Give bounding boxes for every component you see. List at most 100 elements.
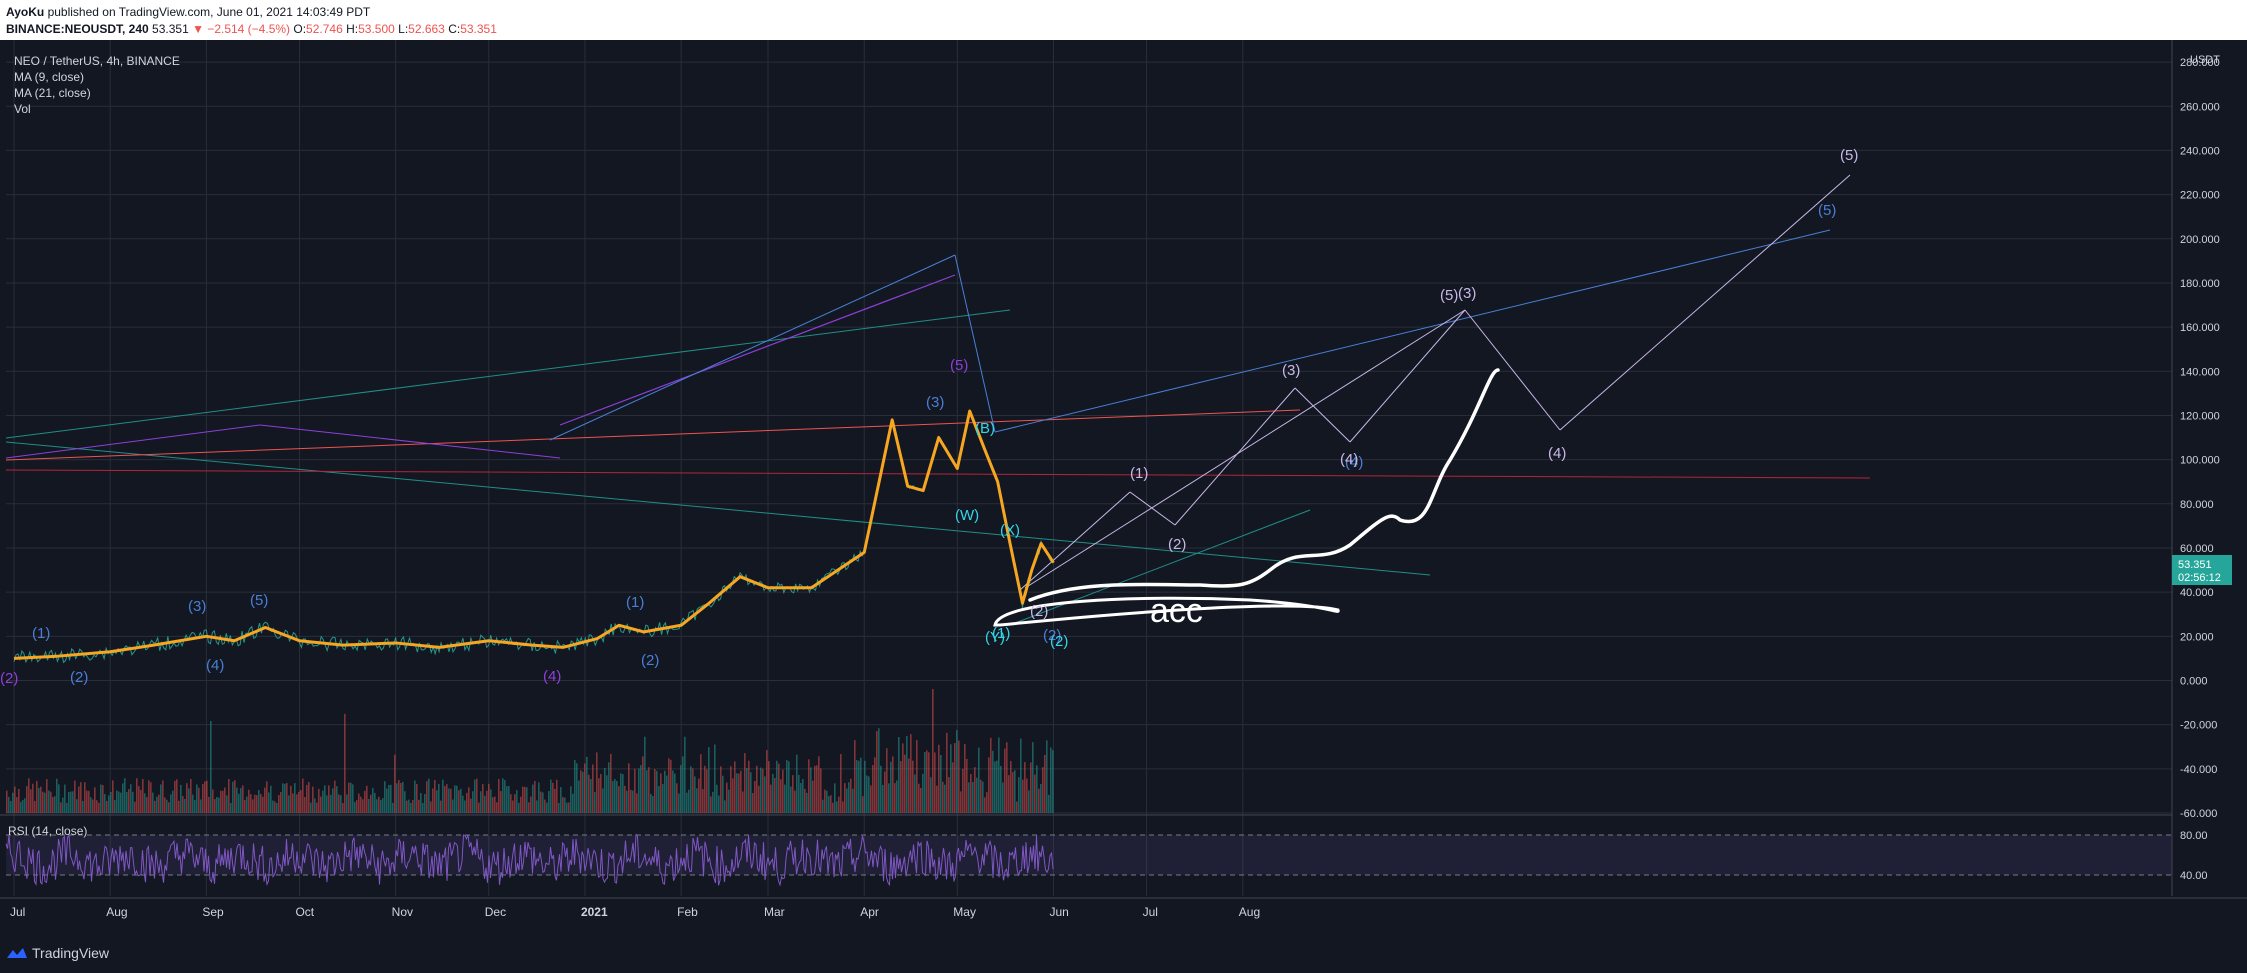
volume-bar [732, 778, 734, 813]
volume-bar [88, 790, 90, 813]
volume-bar [982, 781, 984, 813]
lav-7 [1559, 174, 1851, 431]
volume-bar [614, 778, 616, 813]
volume-bar [470, 798, 472, 813]
volume-bar [768, 761, 770, 813]
volume-bar [208, 796, 210, 813]
volume-bar [620, 773, 622, 813]
volume-bar [624, 785, 626, 813]
volume-bar [548, 791, 550, 813]
volume-bar [762, 768, 764, 813]
volume-bar [572, 793, 574, 813]
legend-vol[interactable]: Vol [14, 102, 31, 116]
volume-bar [554, 788, 556, 813]
volume-bar [134, 801, 136, 813]
volume-bar [30, 789, 32, 813]
volume-bar [866, 775, 868, 813]
volume-bar [448, 788, 450, 813]
volume-bar [402, 781, 404, 813]
volume-bar [226, 795, 228, 813]
volume-bar [108, 795, 110, 813]
volume-bar [736, 773, 738, 813]
tradingview-logo[interactable]: TradingView [6, 945, 109, 961]
volume-bar [364, 790, 366, 813]
volume-bar [492, 797, 494, 813]
volume-bar [964, 743, 966, 813]
price-change: ▼ −2.514 (−4.5%) [192, 22, 291, 36]
volume-bar [684, 736, 686, 813]
volume-bar [860, 757, 862, 813]
volume-bar [990, 737, 992, 813]
volume-bar [316, 802, 318, 813]
volume-bar [980, 779, 982, 813]
y-tick-label: 220.000 [2180, 190, 2220, 202]
volume-bar [810, 767, 812, 813]
volume-bar [530, 796, 532, 813]
volume-bar [778, 763, 780, 813]
volume-bar [656, 770, 658, 813]
annotation-text: acc [1150, 592, 1203, 630]
volume-bar [288, 795, 290, 813]
volume-bar [782, 769, 784, 813]
volume-bar [878, 728, 880, 813]
volume-bar [936, 785, 938, 813]
rsi-title[interactable]: RSI (14, close) [8, 824, 87, 838]
volume-bar [524, 786, 526, 813]
publish-header: AyoKu published on TradingView.com, June… [0, 0, 2247, 40]
volume-bar [958, 740, 960, 813]
volume-bar [138, 786, 140, 813]
tradingview-text: TradingView [32, 945, 110, 961]
volume-bar [166, 799, 168, 813]
y-tick-label: 60.000 [2180, 543, 2214, 555]
volume-bar [382, 798, 384, 813]
volume-bar [300, 790, 302, 813]
volume-bar [56, 778, 58, 813]
volume-bar [868, 776, 870, 813]
volume-bar [872, 765, 874, 813]
wave-label-cyan: (1) [992, 625, 1010, 642]
time-axis: Jul Aug Sep Oct Nov Dec 2021 Feb Mar Apr May Jun Jul… [10, 905, 1260, 919]
wave-lines [5, 174, 1871, 626]
legend-ma21[interactable]: MA (21, close) [14, 86, 91, 100]
volume-bar [374, 792, 376, 813]
volume-bar [1040, 784, 1042, 813]
y-tick-label: 100.000 [2180, 455, 2220, 467]
volume-bar [968, 782, 970, 813]
teal-channel [1009, 509, 1311, 626]
high-label: H: [346, 22, 359, 36]
volume-bar [94, 787, 96, 813]
legend-title[interactable]: NEO / TetherUS, 4h, BINANCE [14, 54, 180, 68]
volume-bar [534, 781, 536, 813]
volume-bar [830, 795, 832, 813]
volume-bar [124, 778, 126, 813]
volume-bar [826, 790, 828, 813]
volume-bar [556, 779, 558, 813]
price-chart[interactable]: (1)(2)(3)(4)(5) (1)(2)(3)(4)(5)(2)(2) (4)(… [0, 40, 2247, 973]
volume-bar [886, 748, 888, 813]
chart-background [0, 40, 2247, 973]
volume-bar [570, 786, 572, 813]
x-tick-label: Apr [860, 905, 879, 919]
volume-bar [114, 799, 116, 813]
volume-bar [536, 800, 538, 813]
wave-label-blue: (2) [641, 652, 659, 669]
volume-bar [926, 750, 928, 813]
rsi-upper-label: 80.00 [2180, 830, 2208, 842]
volume-bar [862, 796, 864, 813]
volume-bar [384, 781, 386, 813]
volume-bar [864, 760, 866, 813]
legend-ma9[interactable]: MA (9, close) [14, 70, 84, 84]
purple-channel [559, 274, 956, 426]
currency-label[interactable]: USDT [2190, 54, 2220, 66]
volume-bar [306, 784, 308, 813]
volume-bar [728, 789, 730, 813]
volume-bar [404, 791, 406, 813]
volume-bar [48, 790, 50, 813]
author-name[interactable]: AyoKu [6, 5, 45, 19]
volume-bar [1006, 742, 1008, 813]
x-tick-label: Jun [1050, 905, 1069, 919]
volume-bar [770, 784, 772, 813]
volume-bar [446, 784, 448, 813]
volume-bar [188, 788, 190, 813]
volume-bar [120, 792, 122, 813]
